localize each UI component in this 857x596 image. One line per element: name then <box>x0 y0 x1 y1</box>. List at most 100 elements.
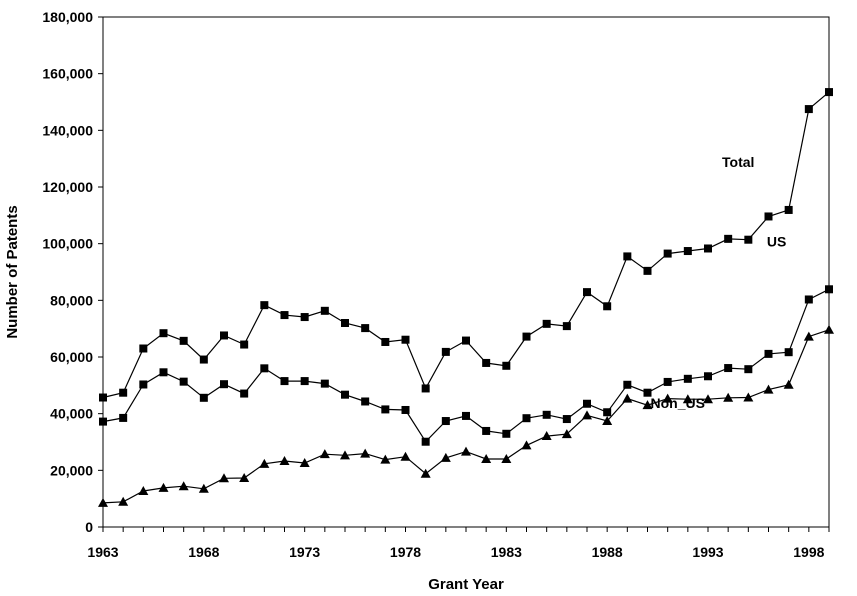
data-point <box>561 429 572 439</box>
x-tick-label: 1983 <box>491 544 522 560</box>
data-point <box>139 344 148 353</box>
x-tick-label: 1968 <box>188 544 219 560</box>
data-point <box>583 399 591 408</box>
data-point <box>361 397 370 406</box>
data-point <box>239 472 250 482</box>
data-point <box>280 311 289 320</box>
data-point <box>98 497 108 507</box>
data-point <box>784 348 793 357</box>
data-point <box>279 455 290 465</box>
data-point <box>440 452 451 462</box>
x-tick-label: 1978 <box>390 544 421 560</box>
data-point <box>663 249 672 258</box>
data-point <box>341 319 349 327</box>
data-point <box>320 306 329 315</box>
data-point <box>220 331 228 340</box>
data-point <box>724 364 733 373</box>
data-point <box>219 473 229 483</box>
data-point <box>462 411 470 420</box>
data-point <box>380 454 391 464</box>
data-point <box>704 372 712 381</box>
x-tick-label: 1998 <box>793 544 824 560</box>
y-tick-label: 0 <box>85 519 93 535</box>
data-point <box>602 416 613 426</box>
data-point <box>562 322 571 331</box>
x-tick-label: 1988 <box>592 544 623 560</box>
data-point <box>462 336 470 345</box>
data-point <box>562 415 571 424</box>
data-point <box>643 388 652 397</box>
data-point <box>824 324 834 334</box>
data-point <box>159 368 168 377</box>
data-point <box>240 340 249 349</box>
series-layer <box>98 88 834 507</box>
data-point <box>341 390 349 399</box>
data-point <box>642 400 653 410</box>
data-point <box>158 482 169 492</box>
data-point <box>542 319 551 328</box>
data-point <box>542 410 551 419</box>
data-point <box>804 105 813 114</box>
series-us <box>99 285 833 446</box>
data-point <box>663 377 672 386</box>
data-point <box>401 335 410 344</box>
data-point <box>441 347 450 356</box>
data-point <box>522 414 531 423</box>
data-point <box>300 377 309 386</box>
data-point <box>623 252 632 261</box>
data-point <box>502 429 511 438</box>
x-axis-title: Grant Year <box>428 576 504 593</box>
series-label: US <box>767 234 786 250</box>
data-point <box>401 405 410 414</box>
data-point <box>763 384 774 394</box>
data-point <box>623 380 632 389</box>
data-point <box>825 285 833 294</box>
series-non-us <box>98 324 834 507</box>
y-tick-label: 160,000 <box>42 66 93 82</box>
y-axis: 0 20,000 40,000 60,000 80,000 100,000 120,000 1… <box>42 9 103 535</box>
data-point <box>421 437 430 446</box>
data-point <box>683 247 692 256</box>
data-point <box>260 301 269 310</box>
y-tick-label: 60,000 <box>50 349 93 365</box>
x-axis: 1963 1968 1973 1978 1983 1988 1993 1998 <box>87 527 830 560</box>
y-tick-label: 80,000 <box>50 292 93 308</box>
data-point <box>119 388 128 397</box>
data-point <box>803 331 814 341</box>
data-point <box>482 426 491 435</box>
data-point <box>99 417 107 426</box>
y-tick-label: 180,000 <box>42 9 93 25</box>
data-point <box>178 481 189 491</box>
data-point <box>482 358 491 367</box>
data-point <box>583 288 591 297</box>
data-point <box>139 380 148 389</box>
data-point <box>299 457 310 467</box>
data-point <box>420 468 431 478</box>
data-point <box>421 384 430 393</box>
data-point <box>784 205 793 214</box>
data-point <box>501 454 512 463</box>
series-total <box>99 88 833 402</box>
y-tick-label: 100,000 <box>42 236 93 252</box>
data-point <box>662 393 673 403</box>
data-point <box>622 393 633 403</box>
data-point <box>199 393 208 402</box>
data-point <box>582 410 592 420</box>
data-point <box>764 349 773 358</box>
data-point <box>743 392 754 402</box>
data-point <box>522 332 531 341</box>
data-point <box>804 295 813 304</box>
data-point <box>400 451 411 461</box>
series-line-total <box>102 91 830 399</box>
data-point <box>360 448 371 458</box>
data-point <box>280 377 289 386</box>
y-tick-label: 40,000 <box>50 406 93 422</box>
y-axis-title: Number of Patents <box>4 205 21 338</box>
data-point <box>744 365 753 374</box>
data-point <box>724 234 733 243</box>
data-point <box>179 377 188 386</box>
data-point <box>300 313 309 322</box>
x-tick-label: 1993 <box>692 544 723 560</box>
data-point <box>340 450 350 460</box>
data-point <box>118 496 129 506</box>
